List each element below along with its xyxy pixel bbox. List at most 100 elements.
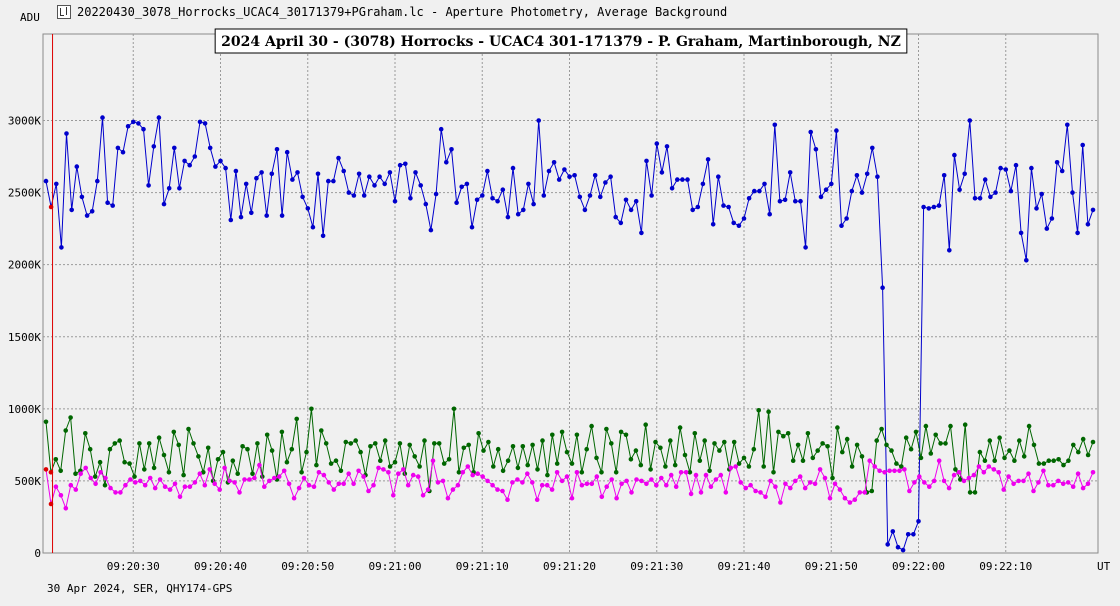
data-point: [717, 448, 722, 453]
data-point: [197, 119, 203, 125]
x-tick-label: 09:21:10: [456, 560, 509, 573]
data-point: [1041, 468, 1046, 474]
data-point: [309, 406, 314, 412]
data-point: [405, 482, 411, 488]
data-point: [1044, 226, 1050, 231]
data-point: [951, 472, 957, 478]
data-point: [440, 478, 446, 484]
data-point: [490, 196, 495, 201]
data-point: [336, 481, 342, 487]
data-point: [157, 477, 163, 482]
data-point: [941, 478, 947, 484]
data-point: [1085, 222, 1091, 227]
data-point: [700, 181, 706, 187]
data-point: [412, 454, 418, 459]
data-point: [78, 471, 83, 477]
data-point: [449, 147, 454, 152]
data-point: [546, 168, 552, 174]
data-point: [884, 442, 889, 448]
data-point: [95, 178, 100, 184]
data-point: [584, 481, 590, 487]
data-point: [849, 464, 855, 469]
data-point: [712, 441, 717, 446]
data-point: [505, 497, 510, 503]
data-point: [541, 193, 547, 198]
data-point: [213, 164, 218, 169]
data-point: [215, 457, 221, 462]
data-point: [733, 464, 738, 469]
data-point: [93, 481, 98, 487]
data-point: [857, 490, 863, 495]
data-point: [741, 455, 747, 461]
data-point: [1085, 452, 1091, 458]
data-point: [897, 468, 902, 474]
data-point: [495, 446, 501, 452]
series-0: [43, 115, 1096, 553]
data-point: [718, 472, 724, 478]
data-point: [218, 158, 223, 164]
data-point: [305, 206, 311, 211]
data-point: [408, 196, 413, 201]
data-point: [361, 474, 366, 479]
data-point: [767, 211, 772, 217]
data-point: [579, 482, 585, 488]
window-title: 20220430_3078_Horrocks_UCAC4_30171379+PG…: [77, 5, 728, 19]
data-point: [757, 188, 762, 194]
data-point: [659, 475, 664, 481]
data-point: [1021, 478, 1026, 484]
x-tick-label: 09:20:30: [107, 560, 160, 573]
data-point: [1080, 485, 1086, 491]
data-point: [1018, 230, 1024, 236]
data-point: [880, 285, 885, 291]
data-point: [913, 429, 919, 435]
data-point: [122, 459, 127, 465]
data-point: [803, 245, 808, 250]
data-point: [470, 472, 476, 478]
data-point: [102, 482, 108, 488]
data-point: [837, 487, 843, 492]
data-point: [692, 431, 698, 436]
data-point: [192, 480, 198, 485]
data-point: [1036, 461, 1042, 466]
data-point: [976, 464, 982, 469]
data-point: [338, 468, 344, 474]
data-point: [921, 204, 926, 210]
data-point: [685, 177, 690, 182]
data-point: [366, 488, 371, 494]
data-point: [156, 435, 162, 441]
data-point: [156, 115, 162, 120]
data-point: [264, 213, 270, 218]
app-icon[interactable]: [57, 5, 71, 19]
data-point: [1051, 482, 1056, 488]
data-point: [422, 438, 427, 443]
data-point: [890, 529, 896, 534]
grid: [43, 34, 1098, 553]
data-point: [205, 445, 211, 451]
data-point: [68, 482, 74, 488]
data-point: [805, 431, 811, 436]
data-point: [638, 462, 644, 468]
data-point: [535, 467, 540, 472]
data-point: [693, 472, 699, 478]
data-point: [675, 177, 680, 182]
data-point: [525, 462, 530, 468]
data-point: [710, 222, 716, 227]
data-point: [943, 441, 948, 446]
data-point: [397, 441, 403, 446]
data-point: [889, 448, 894, 453]
data-point: [371, 482, 376, 488]
data-point: [922, 480, 927, 485]
data-point: [1039, 191, 1044, 197]
data-point: [515, 477, 520, 482]
data-point: [870, 145, 875, 151]
data-point: [854, 173, 860, 178]
data-point: [250, 471, 255, 477]
data-point: [202, 482, 208, 488]
data-point: [172, 145, 177, 151]
data-point: [582, 207, 588, 213]
data-point: [187, 162, 192, 168]
data-point: [281, 468, 287, 474]
data-point: [480, 474, 486, 479]
data-point: [562, 167, 567, 172]
data-point: [490, 482, 495, 488]
